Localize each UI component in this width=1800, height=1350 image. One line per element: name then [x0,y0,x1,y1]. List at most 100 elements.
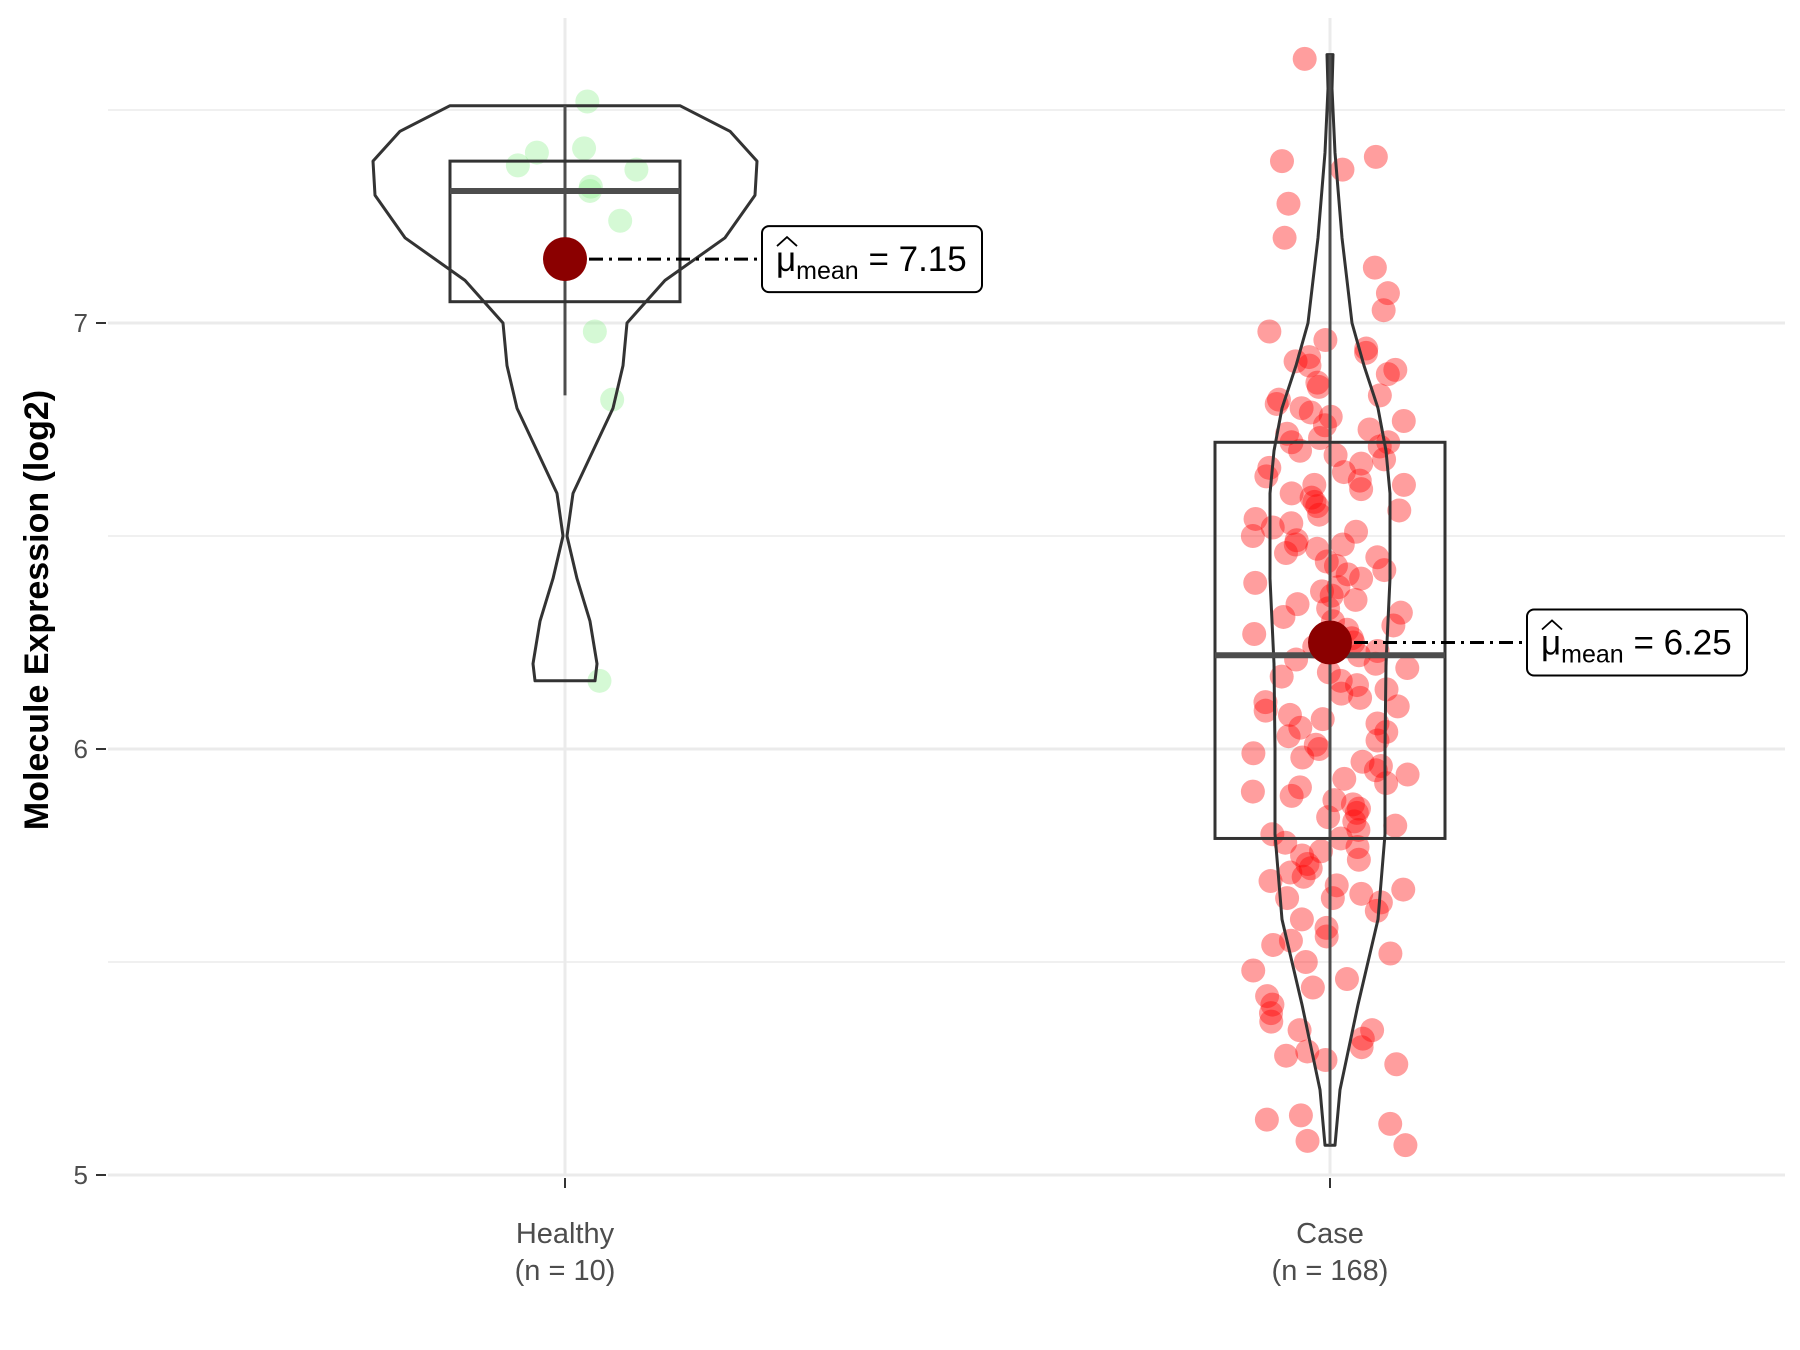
data-point [1241,741,1266,766]
data-point [1307,737,1332,761]
data-point [1319,583,1344,608]
mu-hat [1541,619,1563,631]
data-point [1295,852,1320,877]
data-point [1306,374,1331,399]
data-point [1290,843,1315,868]
box [1213,440,1447,840]
data-point [1365,545,1390,570]
data-point [1290,745,1315,770]
data-point [1283,349,1308,374]
data-point [1316,805,1341,830]
data-point [1378,941,1403,966]
data-point [1330,532,1355,557]
mean-label: μmean = 7.15 [776,240,967,285]
data-point [1289,907,1314,932]
data-point [1260,822,1285,847]
data-point [1391,408,1416,433]
data-point [1350,1026,1375,1051]
data-point [1367,383,1392,408]
x-tick-label: Case [1296,1218,1364,1250]
data-point [1288,438,1313,463]
data-point [1287,775,1312,800]
data-point [1283,532,1308,557]
data-point [1393,1133,1418,1158]
data-point [1288,1103,1313,1128]
x-tick-n-label: (n = 10) [515,1255,616,1287]
data-point [1388,600,1413,625]
data-point [1387,498,1412,523]
data-point [1291,864,1316,889]
data-point [1271,604,1296,629]
data-point [1302,472,1327,497]
data-point [1363,144,1388,169]
data-point [1307,502,1332,527]
data-point [524,140,549,165]
data-point [1279,481,1304,506]
data-point [1368,754,1393,779]
data-point [1363,758,1388,783]
data-point [1349,1035,1374,1060]
data-point [1344,519,1369,544]
data-point [1259,1009,1284,1034]
data-point [1326,575,1351,600]
data-point [1391,472,1416,497]
data-point [1293,950,1318,974]
y-tick-label: 5 [74,1160,88,1190]
data-point [624,157,649,182]
data-point [1357,417,1382,442]
points-healthy [505,89,649,693]
data-point [1292,46,1317,71]
data-point [1314,924,1339,949]
data-point [1309,579,1334,604]
data-point [1346,847,1371,872]
data-point [1375,362,1400,387]
data-point [572,136,597,161]
data-point [1395,656,1420,681]
data-point [1309,839,1334,864]
data-point [1269,149,1294,174]
data-point [1305,494,1330,519]
violin-outline [1268,53,1392,1147]
data-point [1284,528,1309,553]
data-point [1253,698,1278,723]
data-point [1276,191,1301,216]
data-point [1305,370,1330,395]
mean-label: μmean = 6.25 [1541,624,1732,669]
data-point [1316,596,1341,621]
axis-layer: 5 6 7 Healthy (n = 10) Case (n = 168) [74,308,1389,1287]
data-point [608,208,633,233]
data-point [505,153,530,178]
data-point [1383,813,1408,838]
data-point [1258,1001,1283,1026]
data-point [1240,779,1265,804]
data-point [1320,886,1345,911]
data-point [1274,1043,1299,1068]
data-point [1258,869,1283,894]
data-point [1255,984,1280,1009]
data-point [1285,592,1310,617]
data-point [1305,536,1330,561]
data-point [1378,1111,1403,1136]
data-point [1346,796,1371,821]
data-point [1372,558,1397,583]
x-tick-label: Healthy [516,1218,615,1250]
data-point [1241,958,1266,983]
data-point [1254,1107,1279,1132]
data-point [1391,877,1416,902]
data-point [1364,898,1389,923]
data-point [1279,783,1304,808]
data-point [1243,506,1268,531]
data-point [1348,685,1373,710]
data-point [1302,489,1327,514]
data-point [1299,485,1324,510]
data-point [1334,967,1359,992]
data-point [1322,788,1347,813]
data-point [1314,549,1339,574]
data-point [1278,860,1303,885]
data-point [1261,932,1286,957]
data-point [1276,724,1301,749]
data-point [1360,1018,1385,1043]
data-point [1242,621,1267,646]
data-point [1347,468,1372,493]
data-point [1298,856,1323,881]
